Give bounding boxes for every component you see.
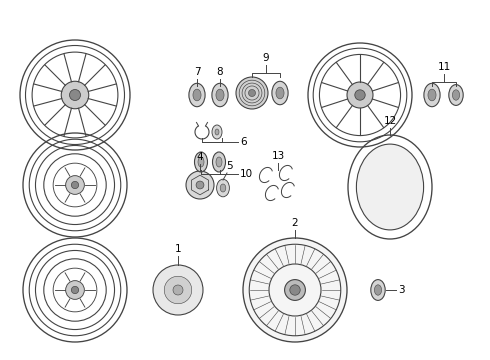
Text: 6: 6 [240,137,246,147]
Ellipse shape [220,184,226,192]
Circle shape [164,276,192,304]
Circle shape [70,90,80,100]
Ellipse shape [215,129,219,135]
Circle shape [173,285,183,295]
Circle shape [196,181,204,189]
Text: 9: 9 [263,53,270,63]
Ellipse shape [424,83,440,107]
Ellipse shape [198,157,204,167]
Text: 12: 12 [383,116,396,126]
Text: 13: 13 [271,151,285,161]
Ellipse shape [449,85,463,105]
Ellipse shape [195,152,207,172]
Text: 7: 7 [194,67,200,77]
Ellipse shape [276,87,284,99]
Ellipse shape [371,280,385,300]
Circle shape [285,280,305,300]
Text: 11: 11 [438,62,451,72]
Circle shape [72,286,78,294]
Text: 5: 5 [226,161,232,171]
Circle shape [290,285,300,295]
Circle shape [61,81,89,109]
Ellipse shape [374,285,382,295]
Circle shape [347,82,373,108]
Circle shape [236,77,268,109]
Text: 10: 10 [240,169,253,179]
Ellipse shape [272,81,288,105]
Ellipse shape [216,157,222,167]
Ellipse shape [356,144,423,230]
Circle shape [66,281,84,300]
Circle shape [153,265,203,315]
Circle shape [66,176,84,194]
Ellipse shape [452,90,460,100]
Circle shape [186,171,214,199]
Circle shape [355,90,365,100]
Text: 8: 8 [217,67,223,77]
Ellipse shape [216,89,224,101]
Ellipse shape [189,83,205,107]
Ellipse shape [217,179,229,197]
Ellipse shape [212,125,222,139]
Circle shape [72,181,78,189]
Ellipse shape [212,83,228,107]
Text: 3: 3 [398,285,405,295]
Ellipse shape [193,89,201,101]
Text: 1: 1 [175,244,181,254]
Text: 4: 4 [196,152,203,162]
Text: 2: 2 [292,218,298,228]
Ellipse shape [213,152,225,172]
Circle shape [243,238,347,342]
Ellipse shape [428,89,436,101]
Circle shape [248,90,255,96]
